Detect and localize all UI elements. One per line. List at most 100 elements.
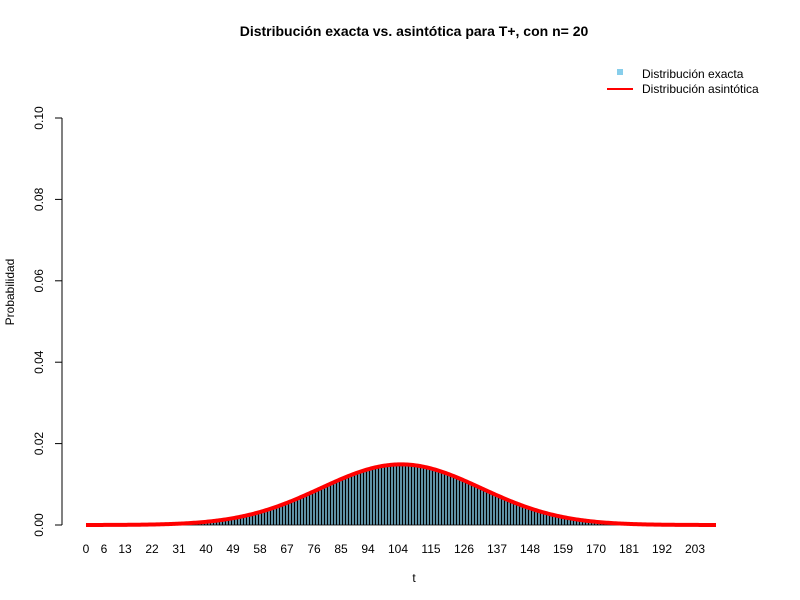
legend-exact-swatch [617,69,623,75]
exact-bar [291,499,295,526]
x-tick-label: 31 [172,542,186,556]
y-tick-label: 0.06 [32,269,46,293]
y-tick-label: 0.08 [32,187,46,211]
legend-asymptotic-label: Distribución asintótica [642,82,759,96]
x-tick-label: 6 [101,542,108,556]
exact-bar [330,482,334,526]
exact-bar [429,468,433,526]
exact-bar [492,492,496,526]
x-tick-label: 203 [685,542,705,556]
exact-bar [303,494,307,526]
exact-bar [399,465,403,526]
y-tick-label: 0.02 [32,432,46,456]
exact-bar [384,466,388,526]
exact-bar [504,497,508,526]
exact-bar [498,495,502,526]
exact-bar [501,496,505,526]
exact-bar [375,467,379,526]
x-tick-label: 58 [253,542,267,556]
exact-bar [438,471,442,526]
exact-bar [360,471,364,526]
x-tick-label: 115 [421,542,440,556]
exact-bar [366,469,370,526]
exact-bar [333,481,337,526]
exact-bar [315,488,319,526]
x-tick-label: 22 [145,542,159,556]
exact-bar [462,479,466,526]
x-tick-label: 85 [334,542,348,556]
x-axis-label: t [412,571,416,585]
y-tick-label: 0.04 [32,350,46,374]
exact-bar [465,481,469,526]
legend: Distribución exacta Distribución asintót… [607,67,759,96]
exact-bar [405,465,409,526]
exact-bar [318,487,322,526]
x-tick-label: 76 [307,542,321,556]
y-tick-label: 0.10 [32,106,46,130]
exact-bar [411,465,415,526]
exact-bar [459,478,463,526]
x-tick-label: 170 [586,542,606,556]
exact-bar [288,500,292,526]
exact-bar [423,467,427,526]
x-tick-label: 104 [388,542,408,556]
exact-bar [342,477,346,526]
exact-bar [306,492,310,526]
exact-bar [417,466,421,526]
exact-bar [387,465,391,526]
exact-bar [297,496,301,526]
x-tick-label: 148 [520,542,540,556]
y-tick-label: 0.00 [32,513,46,537]
exact-bar [324,484,328,526]
x-axis-ticks: 0 6 13 22 31 40 49 58 67 76 85 94 104 115 126 137 148 159… [83,542,706,556]
exact-bar [345,476,349,526]
exact-bar [309,491,313,526]
exact-bar [402,465,406,526]
x-tick-label: 67 [280,542,294,556]
exact-bar [453,476,457,526]
exact-bar [312,490,316,526]
x-tick-label: 192 [652,542,672,556]
exact-bar [489,491,493,526]
exact-bar [339,478,343,526]
exact-bar [294,497,298,526]
exact-bar [471,483,475,526]
chart-title: Distribución exacta vs. asintótica para … [240,23,589,39]
x-tick-label: 159 [553,542,573,556]
y-axis-ticks: 0.00 0.02 0.04 0.06 0.08 0.10 [32,106,62,537]
x-tick-label: 0 [83,542,90,556]
exact-bar [420,467,424,526]
exact-bar [483,488,487,526]
exact-bar [444,473,448,526]
exact-bar [408,465,412,526]
exact-bar [336,479,340,526]
exact-bar [300,495,304,526]
exact-bar [441,472,445,526]
exact-bar [495,494,499,526]
exact-bar [372,468,376,526]
exact-bar [480,487,484,526]
exact-bar [477,486,481,526]
exact-bar [486,490,490,526]
exact-bar [468,482,472,526]
exact-bar [354,473,358,526]
exact-bar [435,470,439,526]
exact-bar [414,466,418,526]
exact-bar [378,467,382,526]
x-tick-label: 137 [487,542,507,556]
legend-exact-label: Distribución exacta [642,67,744,81]
exact-bar [507,499,511,526]
x-tick-label: 49 [226,542,240,556]
exact-bar [363,470,367,526]
exact-distribution-bars [93,465,709,526]
exact-bar [351,474,355,526]
exact-bar [321,486,325,526]
x-tick-label: 40 [199,542,213,556]
exact-bar [381,466,385,526]
exact-bar [447,474,451,526]
exact-bar [396,465,400,526]
x-tick-label: 13 [118,542,132,556]
exact-bar [348,475,352,526]
exact-bar [357,472,361,526]
